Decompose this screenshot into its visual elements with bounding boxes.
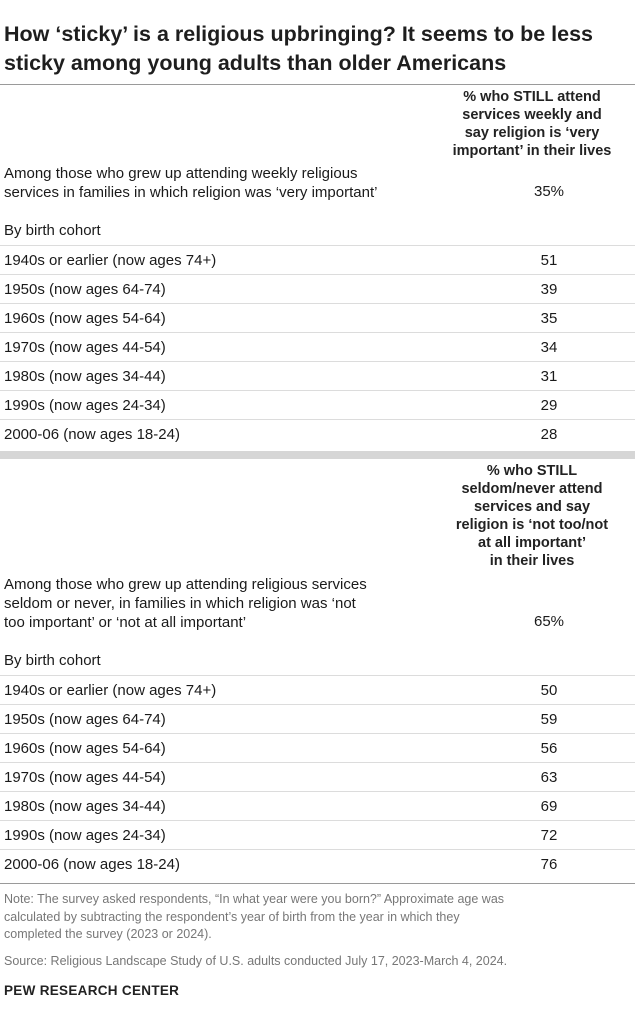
table-row: 1980s (now ages 34-44) 31 — [4, 362, 631, 391]
cohort-label: 1950s (now ages 64-74) — [4, 281, 166, 298]
row-divider — [0, 733, 635, 734]
cohort-value: 28 — [540, 426, 558, 443]
table-row: 1950s (now ages 64-74) 59 — [4, 705, 631, 734]
table-row: 1970s (now ages 44-54) 34 — [4, 333, 631, 362]
cohort-label: 1990s (now ages 24-34) — [4, 827, 166, 844]
section-divider — [0, 451, 635, 459]
row-divider — [0, 303, 635, 304]
table-row: 2000-06 (now ages 18-24) 28 — [4, 420, 631, 449]
table-row: 2000-06 (now ages 18-24) 76 — [4, 850, 631, 879]
note-line: Note: The survey asked respondents, “In … — [4, 892, 505, 906]
row-divider — [0, 332, 635, 333]
chart-title: How ‘sticky’ is a religious upbringing? … — [4, 22, 594, 75]
cohort-label: 1950s (now ages 64-74) — [4, 711, 166, 728]
cohort-value: 50 — [540, 682, 558, 699]
cohort-value: 59 — [540, 711, 558, 728]
section1-column-header: % who STILL attend services weekly and s… — [432, 88, 632, 160]
row-divider — [0, 791, 635, 792]
section2-column-header: % who STILL seldom/never attend services… — [432, 462, 632, 570]
section1-intro-line: services in families in which religion w… — [4, 184, 378, 201]
section2-intro-line: too important’ or ‘not at all important’ — [4, 614, 247, 631]
section1-intro-value: 35% — [533, 183, 565, 200]
cohort-label: 2000-06 (now ages 18-24) — [4, 426, 180, 443]
section1-intro: Among those who grew up attending weekly… — [4, 164, 444, 202]
bottom-rule — [0, 883, 635, 884]
cohort-value: 29 — [540, 397, 558, 414]
row-divider — [0, 274, 635, 275]
top-rule — [0, 84, 635, 85]
cohort-label: 1940s or earlier (now ages 74+) — [4, 682, 217, 699]
section1-header-line: say religion is ‘very — [464, 125, 600, 141]
cohort-label: 1980s (now ages 34-44) — [4, 798, 166, 815]
cohort-label: 1970s (now ages 44-54) — [4, 769, 166, 786]
section1-intro-line: Among those who grew up attending weekly… — [4, 165, 358, 182]
row-divider — [0, 849, 635, 850]
section2-intro-value: 65% — [533, 613, 565, 630]
cohort-value: 34 — [540, 339, 558, 356]
source: Source: Religious Landscape Study of U.S… — [4, 954, 508, 968]
brand-logo-text: PEW RESEARCH CENTER — [4, 983, 180, 998]
cohort-value: 72 — [540, 827, 558, 844]
cohort-label: 1980s (now ages 34-44) — [4, 368, 166, 385]
section1-header-line: services weekly and — [462, 107, 602, 123]
table-row: 1960s (now ages 54-64) 35 — [4, 304, 631, 333]
table-row: 1970s (now ages 44-54) 63 — [4, 763, 631, 792]
note: Note: The survey asked respondents, “In … — [4, 891, 631, 944]
section2-header-line: services and say — [473, 499, 591, 515]
cohort-value: 51 — [540, 252, 558, 269]
section2-header-line: in their lives — [489, 553, 575, 569]
table-row: 1940s or earlier (now ages 74+) 51 — [4, 246, 631, 275]
row-divider — [0, 245, 635, 246]
section2-header-line: religion is ‘not too/not — [455, 517, 609, 533]
cohort-label: 2000-06 (now ages 18-24) — [4, 856, 180, 873]
cohort-label: 1940s or earlier (now ages 74+) — [4, 252, 217, 269]
row-divider — [0, 762, 635, 763]
section2-intro-line: Among those who grew up attending religi… — [4, 576, 367, 593]
cohort-value: 76 — [540, 856, 558, 873]
cohort-value: 63 — [540, 769, 558, 786]
cohort-label: 1970s (now ages 44-54) — [4, 339, 166, 356]
table-row: 1990s (now ages 24-34) 72 — [4, 821, 631, 850]
cohort-value: 56 — [540, 740, 558, 757]
note-line: calculated by subtracting the respondent… — [4, 909, 460, 924]
cohort-value: 31 — [540, 368, 558, 385]
section2-header-line: seldom/never attend — [461, 481, 603, 497]
table-row: 1960s (now ages 54-64) 56 — [4, 734, 631, 763]
table-row: 1950s (now ages 64-74) 39 — [4, 275, 631, 304]
section2-header-line: at all important’ — [478, 535, 586, 551]
row-divider — [0, 704, 635, 705]
cohort-label: 1960s (now ages 54-64) — [4, 740, 166, 757]
cohort-value: 39 — [540, 281, 558, 298]
table-row: 1990s (now ages 24-34) 29 — [4, 391, 631, 420]
cohort-label: 1990s (now ages 24-34) — [4, 397, 166, 414]
row-divider — [0, 361, 635, 362]
section1-header-line: % who STILL attend — [463, 89, 601, 105]
note-line: completed the survey (2023 or 2024). — [4, 927, 212, 941]
section2-intro-line: seldom or never, in families in which re… — [4, 595, 356, 612]
section1-cohort-label: By birth cohort — [4, 222, 101, 239]
row-divider — [0, 419, 635, 420]
cohort-value: 69 — [540, 798, 558, 815]
section2-header-line: % who STILL — [486, 463, 578, 479]
section2-cohort-label: By birth cohort — [4, 652, 101, 669]
row-divider — [0, 390, 635, 391]
row-divider — [0, 675, 635, 676]
section2-intro: Among those who grew up attending religi… — [4, 575, 444, 632]
cohort-label: 1960s (now ages 54-64) — [4, 310, 166, 327]
table-row: 1940s or earlier (now ages 74+) 50 — [4, 676, 631, 705]
cohort-value: 35 — [540, 310, 558, 327]
table-row: 1980s (now ages 34-44) 69 — [4, 792, 631, 821]
row-divider — [0, 820, 635, 821]
section1-header-line: important’ in their lives — [452, 143, 612, 159]
